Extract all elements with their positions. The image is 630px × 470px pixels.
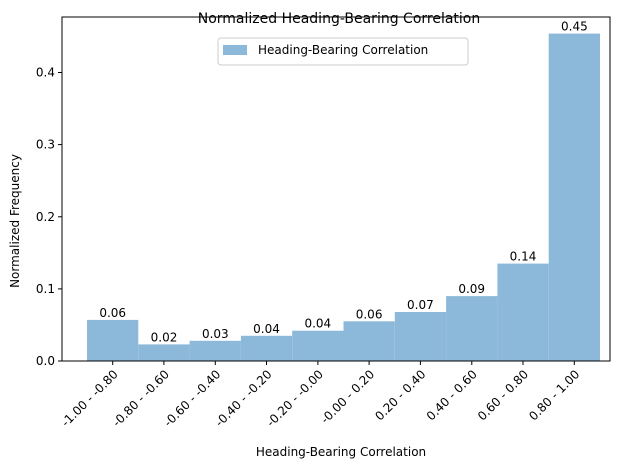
x-axis: -1.00 - -0.80-0.80 - -0.60-0.60 - -0.40-…	[59, 361, 582, 429]
data-label-2: 0.03	[202, 327, 229, 341]
bar-0	[87, 319, 139, 361]
bar-5	[343, 321, 395, 361]
bar-2	[189, 340, 241, 361]
y-tick-label-3: 0.3	[36, 138, 55, 152]
legend-box	[217, 37, 469, 66]
x-tick-label-7: 0.40 - 0.60	[424, 367, 480, 423]
legend-label: Heading-Bearing Correlation	[258, 43, 428, 57]
x-tick-label-5: -0.00 - 0.20	[318, 367, 377, 426]
x-tick-label-9: 0.80 - 1.00	[526, 367, 582, 423]
data-label-1: 0.02	[151, 330, 178, 344]
plot-frame	[61, 16, 611, 362]
bar-9	[548, 33, 600, 361]
y-tick-label-2: 0.2	[36, 210, 55, 224]
y-tick-label-1: 0.1	[36, 282, 55, 296]
legend-swatch	[223, 45, 247, 55]
y-tick-label-4: 0.4	[36, 66, 55, 80]
x-tick-label-8: 0.60 - 0.80	[475, 367, 531, 423]
y-tick-label-0: 0.0	[36, 354, 55, 368]
chart-title: Normalized Heading-Bearing Correlation	[198, 11, 481, 27]
bar-3	[240, 335, 293, 361]
y-axis: 0.0 0.1 0.2 0.3 0.4	[36, 66, 62, 368]
bars-group	[87, 33, 600, 361]
data-label-5: 0.06	[356, 307, 383, 321]
data-labels-group: 0.06 0.02 0.03 0.04 0.04 0.06 0.07 0.09 0.14 0.45	[99, 20, 587, 345]
legend: Heading-Bearing Correlation	[217, 37, 469, 66]
y-axis-label: Normalized Frequency	[8, 154, 22, 288]
bar-8	[497, 263, 549, 361]
data-label-4: 0.04	[304, 317, 331, 331]
data-label-9: 0.45	[561, 20, 588, 34]
data-label-3: 0.04	[253, 322, 280, 336]
data-label-0: 0.06	[99, 306, 126, 320]
bar-1	[138, 344, 190, 361]
x-axis-label: Heading-Bearing Correlation	[256, 445, 426, 459]
data-label-8: 0.14	[510, 250, 537, 264]
x-tick-label-6: 0.20 - 0.40	[372, 367, 428, 423]
bar-4	[292, 330, 344, 361]
data-label-7: 0.09	[458, 282, 485, 296]
bar-6	[394, 312, 447, 361]
bar-7	[446, 296, 498, 361]
data-label-6: 0.07	[407, 298, 434, 312]
